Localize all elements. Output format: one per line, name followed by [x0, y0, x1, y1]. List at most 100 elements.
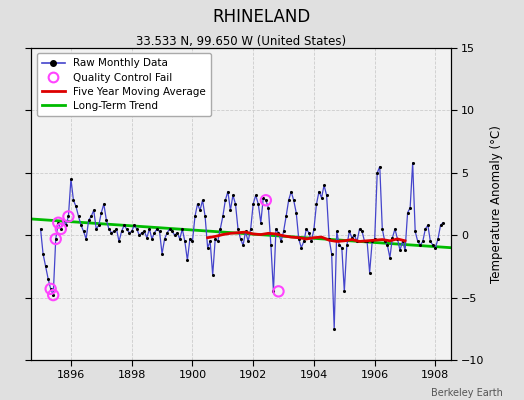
- Point: [92, 226, 101, 232]
- Point: [380, 238, 389, 245]
- Point: [269, 288, 278, 294]
- Point: [193, 201, 202, 207]
- Point: [185, 236, 194, 242]
- Point: [307, 238, 315, 245]
- Point: [429, 242, 437, 248]
- Point: [203, 244, 212, 251]
- Point: [221, 197, 230, 204]
- Point: [120, 222, 128, 228]
- Point: [413, 238, 422, 245]
- Point: [102, 217, 111, 224]
- Point: [188, 238, 196, 245]
- Point: [302, 226, 311, 232]
- Point: [115, 238, 123, 245]
- Point: [191, 213, 199, 220]
- Point: [363, 238, 372, 245]
- Point: [158, 251, 166, 257]
- Point: [416, 242, 424, 248]
- Point: [67, 176, 75, 182]
- Point: [355, 226, 364, 232]
- Point: [421, 226, 430, 232]
- Point: [170, 232, 179, 238]
- Point: [77, 222, 85, 228]
- Point: [72, 203, 80, 210]
- Point: [160, 236, 169, 242]
- Point: [39, 251, 47, 257]
- Point: [345, 228, 354, 235]
- Point: [168, 228, 177, 235]
- Point: [337, 244, 346, 251]
- Point: [259, 194, 267, 201]
- Point: [242, 228, 250, 235]
- Point: [370, 236, 379, 242]
- Point: [333, 228, 341, 235]
- Point: [130, 222, 138, 228]
- Point: [59, 217, 68, 224]
- Point: [368, 238, 376, 245]
- Point: [214, 238, 222, 245]
- Point: [196, 207, 204, 214]
- Point: [112, 226, 121, 232]
- Point: [181, 238, 189, 245]
- Point: [211, 236, 220, 242]
- Point: [358, 228, 366, 235]
- Point: [328, 251, 336, 257]
- Point: [274, 230, 282, 236]
- Point: [51, 236, 60, 242]
- Point: [285, 197, 293, 204]
- Point: [373, 170, 381, 176]
- Point: [148, 236, 156, 242]
- Point: [82, 236, 90, 242]
- Point: [138, 230, 146, 236]
- Point: [322, 192, 331, 198]
- Point: [140, 228, 148, 235]
- Point: [166, 226, 174, 232]
- Point: [304, 230, 313, 236]
- Point: [394, 236, 402, 242]
- Point: [49, 292, 58, 298]
- Point: [54, 220, 62, 226]
- Point: [173, 230, 181, 236]
- Point: [135, 232, 144, 238]
- Point: [300, 238, 308, 245]
- Point: [80, 228, 88, 235]
- Point: [431, 244, 440, 251]
- Point: [36, 226, 45, 232]
- Point: [320, 182, 328, 188]
- Point: [153, 226, 161, 232]
- Text: Berkeley Earth: Berkeley Earth: [431, 388, 503, 398]
- Point: [62, 222, 70, 228]
- Point: [277, 238, 285, 245]
- Point: [376, 163, 384, 170]
- Point: [436, 222, 445, 228]
- Point: [267, 242, 275, 248]
- Point: [340, 288, 348, 294]
- Point: [426, 238, 434, 245]
- Point: [199, 197, 207, 204]
- Point: [209, 272, 217, 278]
- Point: [365, 270, 374, 276]
- Point: [261, 197, 270, 204]
- Point: [249, 201, 257, 207]
- Point: [315, 188, 323, 195]
- Point: [123, 226, 131, 232]
- Point: [292, 210, 300, 216]
- Point: [294, 236, 303, 242]
- Point: [49, 292, 58, 298]
- Point: [424, 222, 432, 228]
- Point: [289, 197, 298, 204]
- Point: [239, 242, 247, 248]
- Point: [318, 194, 326, 201]
- Point: [312, 201, 321, 207]
- Point: [234, 226, 242, 232]
- Point: [272, 226, 280, 232]
- Point: [406, 204, 414, 211]
- Point: [51, 236, 60, 242]
- Point: [47, 286, 55, 292]
- Title: 33.533 N, 99.650 W (United States): 33.533 N, 99.650 W (United States): [136, 35, 346, 48]
- Point: [264, 204, 272, 211]
- Point: [310, 226, 318, 232]
- Point: [95, 222, 103, 228]
- Point: [274, 288, 282, 294]
- Point: [335, 242, 343, 248]
